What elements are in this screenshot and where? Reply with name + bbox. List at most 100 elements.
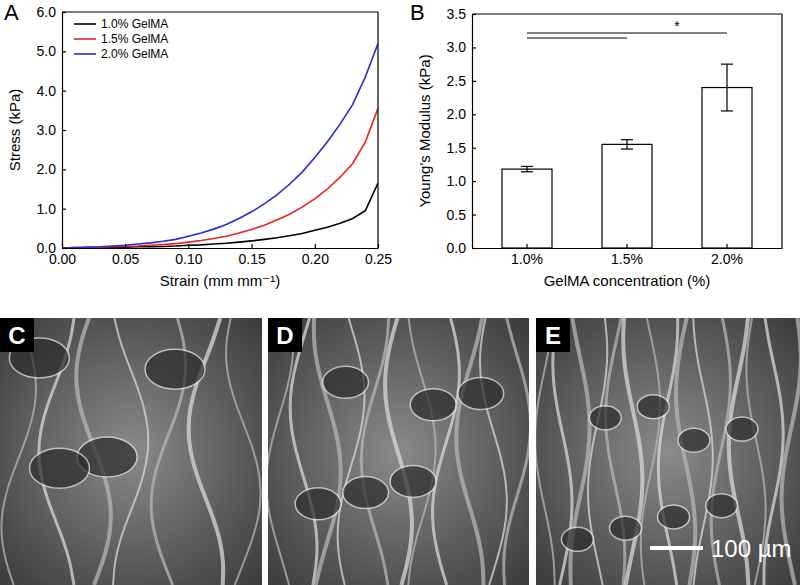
tick-mark: [62, 248, 66, 249]
tick: 3.0: [37, 122, 66, 138]
tick: 1.5: [447, 140, 476, 156]
error-bar-cap: [521, 166, 533, 167]
axis: 0.01.02.03.04.05.06.0: [37, 4, 66, 256]
scale-bar: 100 µm: [650, 535, 792, 562]
panel-label: A: [4, 0, 19, 25]
panel-label: D: [276, 322, 293, 349]
micrograph-pore: [458, 378, 504, 410]
micrograph-wall: [504, 318, 529, 585]
panel-label-box: [268, 318, 302, 352]
significance-bracket: [527, 38, 627, 39]
tick-label: 2.0: [37, 161, 57, 177]
micrograph: E: [535, 318, 800, 585]
legend-label: 1.5% GelMA: [101, 32, 168, 46]
tick: 3.5: [447, 6, 476, 22]
micrograph-wall: [606, 318, 625, 585]
legend-swatch: [74, 23, 96, 25]
error-bar-cap: [521, 171, 533, 172]
frame-top: [62, 11, 378, 12]
tick-mark: [726, 244, 727, 248]
y-axis-title: Stress (kPa): [6, 89, 23, 172]
micrograph-wall: [290, 318, 317, 585]
tick: 2.0: [447, 106, 476, 122]
tick-mark: [472, 248, 476, 249]
tick: 1.0: [37, 201, 66, 217]
tick: 0.15: [238, 244, 265, 267]
annotation: *: [674, 18, 680, 34]
micrograph-wall: [268, 318, 293, 585]
tick: 4.0: [37, 83, 66, 99]
plot-area: [502, 64, 752, 248]
tick-mark: [62, 169, 66, 170]
tick-label: 3.5: [447, 6, 467, 22]
axis-line: [472, 15, 473, 249]
error-bar-stem: [626, 140, 627, 149]
tick-mark: [62, 209, 66, 210]
micrograph-pore: [390, 465, 436, 497]
micrograph-wall: [641, 318, 660, 585]
micrograph-wall: [480, 318, 507, 585]
axis: 0.000.050.100.150.200.25: [49, 244, 392, 267]
bar: [502, 169, 552, 248]
micrograph-wall: [226, 318, 261, 585]
error-bar-stem: [726, 64, 727, 111]
tick-label: 0.0: [37, 240, 57, 256]
legend-label: 1.0% GelMA: [101, 17, 168, 31]
bar: [602, 144, 652, 248]
tick-mark: [125, 244, 126, 248]
tick-mark: [315, 244, 316, 248]
micrograph-pore: [589, 406, 621, 430]
micrograph-background: [536, 318, 800, 585]
legend-label: 2.0% GelMA: [101, 47, 168, 61]
tick: 2.0%: [711, 244, 743, 267]
micrograph-pore: [145, 349, 205, 389]
error-bar-stem: [526, 166, 527, 171]
tick-mark: [62, 51, 66, 52]
axis-line: [473, 248, 783, 249]
micrograph-pore: [637, 395, 669, 419]
tick: 6.0: [37, 4, 66, 20]
error-bar: [521, 166, 533, 171]
error-bar-cap: [721, 110, 733, 111]
tick-label: 1.5%: [611, 251, 643, 267]
panel-label-box: [0, 318, 34, 352]
panel-label: B: [410, 0, 425, 25]
micrograph-pore: [410, 389, 456, 421]
plot-area: [62, 43, 378, 248]
axis-line: [63, 248, 379, 249]
micrograph: D: [266, 318, 530, 585]
tick-mark: [188, 244, 189, 248]
significance-bracket: [527, 33, 727, 34]
tick: 1.0%: [511, 244, 543, 267]
tick: 2.0: [37, 161, 66, 177]
tick: 3.0: [447, 39, 476, 55]
tick-label: 0.05: [112, 251, 139, 267]
tick-label: 3.0: [447, 39, 467, 55]
tick-label: 1.0: [37, 201, 57, 217]
tick-mark: [62, 130, 66, 131]
micrograph-texture: [1, 318, 260, 585]
tick: 0.20: [302, 244, 329, 267]
micrograph-pore: [678, 428, 710, 452]
frame-right: [781, 14, 782, 248]
micrograph-pore: [295, 488, 341, 520]
micrograph-wall: [623, 318, 642, 585]
scale-bar-line: [650, 546, 703, 550]
tick-mark: [472, 81, 476, 82]
micrograph-texture: [536, 318, 800, 585]
x-axis-title: Strain (mm mm⁻¹): [160, 272, 280, 289]
micrograph-pore: [561, 527, 593, 551]
tick-label: 2.0%: [711, 251, 743, 267]
micrograph-background: [0, 318, 262, 585]
bar: [702, 88, 752, 248]
error-bar-cap: [721, 64, 733, 65]
panel-label: E: [545, 322, 561, 349]
error-bar: [621, 140, 633, 149]
tick-label: 0.10: [175, 251, 202, 267]
series-line: [62, 43, 378, 248]
tick-label: 0.0: [447, 240, 467, 256]
tick: 1.0: [447, 173, 476, 189]
axis: 0.00.51.01.52.02.53.03.5: [447, 6, 476, 256]
tick-label: 3.0: [37, 122, 57, 138]
tick-label: 2.0: [447, 106, 467, 122]
